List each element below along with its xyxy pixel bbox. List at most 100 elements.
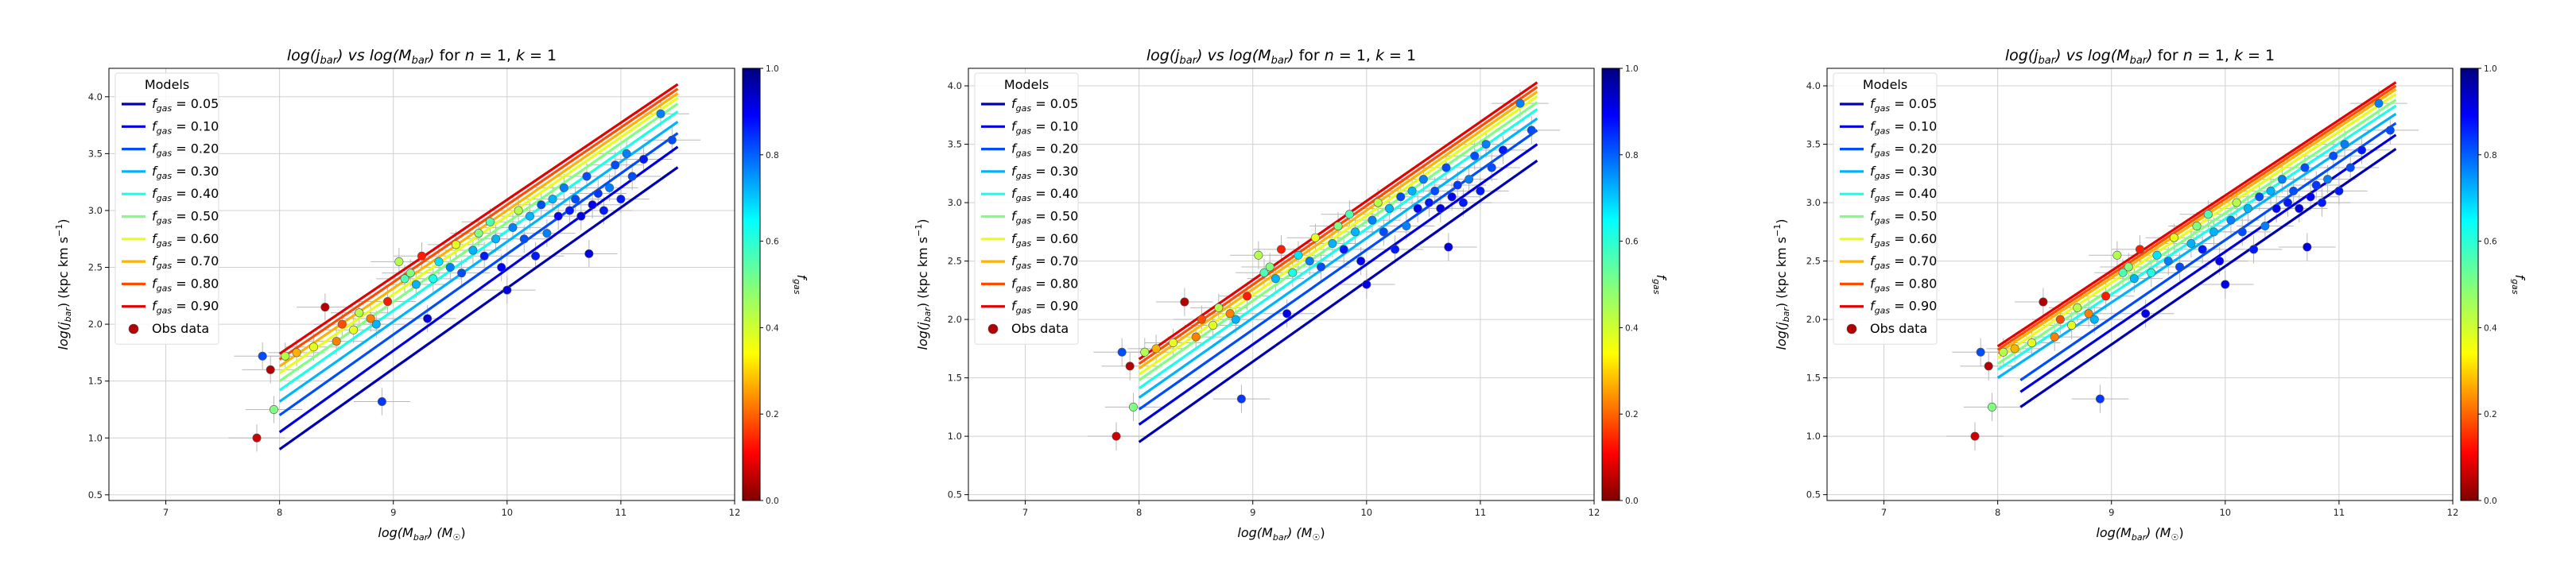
colorbar-tick-label: 0.0 [2484,497,2497,506]
obs-point [2055,315,2065,324]
y-tick-label: 0.5 [948,489,962,500]
obs-point [1976,347,1985,357]
obs-point [2073,303,2082,312]
obs-point [1208,320,1218,330]
model-line [278,120,679,403]
obs-point [588,200,597,210]
obs-point [1441,163,1451,172]
chart-title: log(jbar) vs log(Mbar) for n = 1, k = 1 [287,47,557,67]
obs-point [542,229,552,238]
colorbar-tick-label: 0.0 [766,497,779,506]
obs-point [616,195,626,204]
obs-point [2357,145,2367,155]
colorbar-tick-label: 0.4 [1625,323,1639,333]
obs-point [320,303,330,312]
obs-point [1499,145,1508,155]
obs-point [2300,163,2310,172]
obs-point [1128,402,1138,412]
obs-point [332,337,341,346]
obs-point [2249,245,2259,254]
x-tick-label: 7 [1881,507,1887,518]
obs-point [1368,215,1377,225]
obs-point [531,251,541,261]
y-tick-label: 1.0 [948,431,962,442]
obs-point [371,319,381,329]
x-tick-label: 10 [1360,507,1372,518]
obs-point [605,183,615,192]
model-line [1138,129,1538,411]
y-tick-label: 0.5 [1806,489,1821,500]
y-axis-label: log(jbar) (kpc km s−1) [914,219,933,350]
model-line [278,87,679,361]
chart-title: log(jbar) vs log(Mbar) for n = 1, k = 1 [2005,47,2275,67]
legend-label: fgas = 0.50 [1011,209,1078,226]
chart-panel-2: log(jbar) vs log(Mbar) for n = 1, k = 1 7… [914,47,1669,543]
obs-point [1444,242,1453,252]
legend-label: fgas = 0.80 [152,276,219,293]
x-tick-label: 9 [1250,507,1255,518]
obs-point [1413,203,1422,213]
y-tick-label: 2.5 [1806,256,1821,267]
obs-point [2050,332,2059,342]
legend-label: fgas = 0.30 [1011,164,1078,181]
legend-label: fgas = 0.20 [152,141,219,159]
obs-point [1999,347,2008,357]
legend-title: Models [1004,77,1049,92]
obs-point [2141,309,2151,319]
obs-point [309,342,319,352]
y-tick-label: 4.0 [88,91,103,102]
obs-point [599,206,608,215]
obs-point [2129,274,2139,284]
obs-point [252,433,262,443]
y-tick-label: 1.0 [1806,431,1821,442]
obs-point [423,314,433,323]
legend-label: fgas = 0.60 [1870,231,1937,249]
model-line [2019,148,2397,408]
y-axis-label: log(jbar) (kpc km s−1) [1772,219,1791,350]
obs-point [1487,163,1496,172]
y-tick-label: 4.0 [1806,80,1821,91]
legend-label: fgas = 0.05 [1011,96,1078,114]
colorbar-tick-label: 0.0 [1625,497,1639,506]
obs-point [2221,280,2230,289]
obs-point [2203,210,2213,219]
obs-point [2084,309,2093,319]
obs-point [474,229,483,238]
legend-label: fgas = 0.80 [1011,276,1078,293]
obs-point [1970,431,1980,441]
obs-point [553,211,563,221]
colorbar-tick-label: 0.8 [766,151,779,160]
obs-point [2289,186,2299,195]
obs-point [2306,192,2315,202]
obs-point [349,325,359,334]
model-line [1996,88,2397,355]
obs-point [1305,257,1314,266]
obs-point [1317,262,1326,272]
legend-label: Obs data [1011,321,1069,336]
colorbar-tick-label: 1.0 [1625,64,1639,74]
obs-point [514,206,523,215]
model-line [1138,143,1538,426]
obs-point [1339,245,1348,254]
obs-point [479,251,489,261]
obs-point [434,257,444,266]
y-tick-label: 3.5 [948,139,962,150]
legend-label: fgas = 0.50 [152,209,219,226]
obs-point [508,222,518,232]
obs-point [2136,245,2145,254]
obs-point [1294,250,1303,260]
obs-point [667,135,677,145]
obs-point [2323,175,2333,184]
obs-point [417,251,426,261]
obs-point [497,263,506,272]
obs-point [2271,203,2281,213]
plot-area [1946,81,2419,450]
obs-point [519,234,529,244]
obs-point [2027,338,2037,348]
obs-point [639,155,649,164]
obs-point [2089,315,2099,324]
obs-point [400,274,409,284]
y-tick-label: 3.0 [88,205,103,216]
obs-point [451,240,460,249]
obs-point [2163,257,2173,266]
